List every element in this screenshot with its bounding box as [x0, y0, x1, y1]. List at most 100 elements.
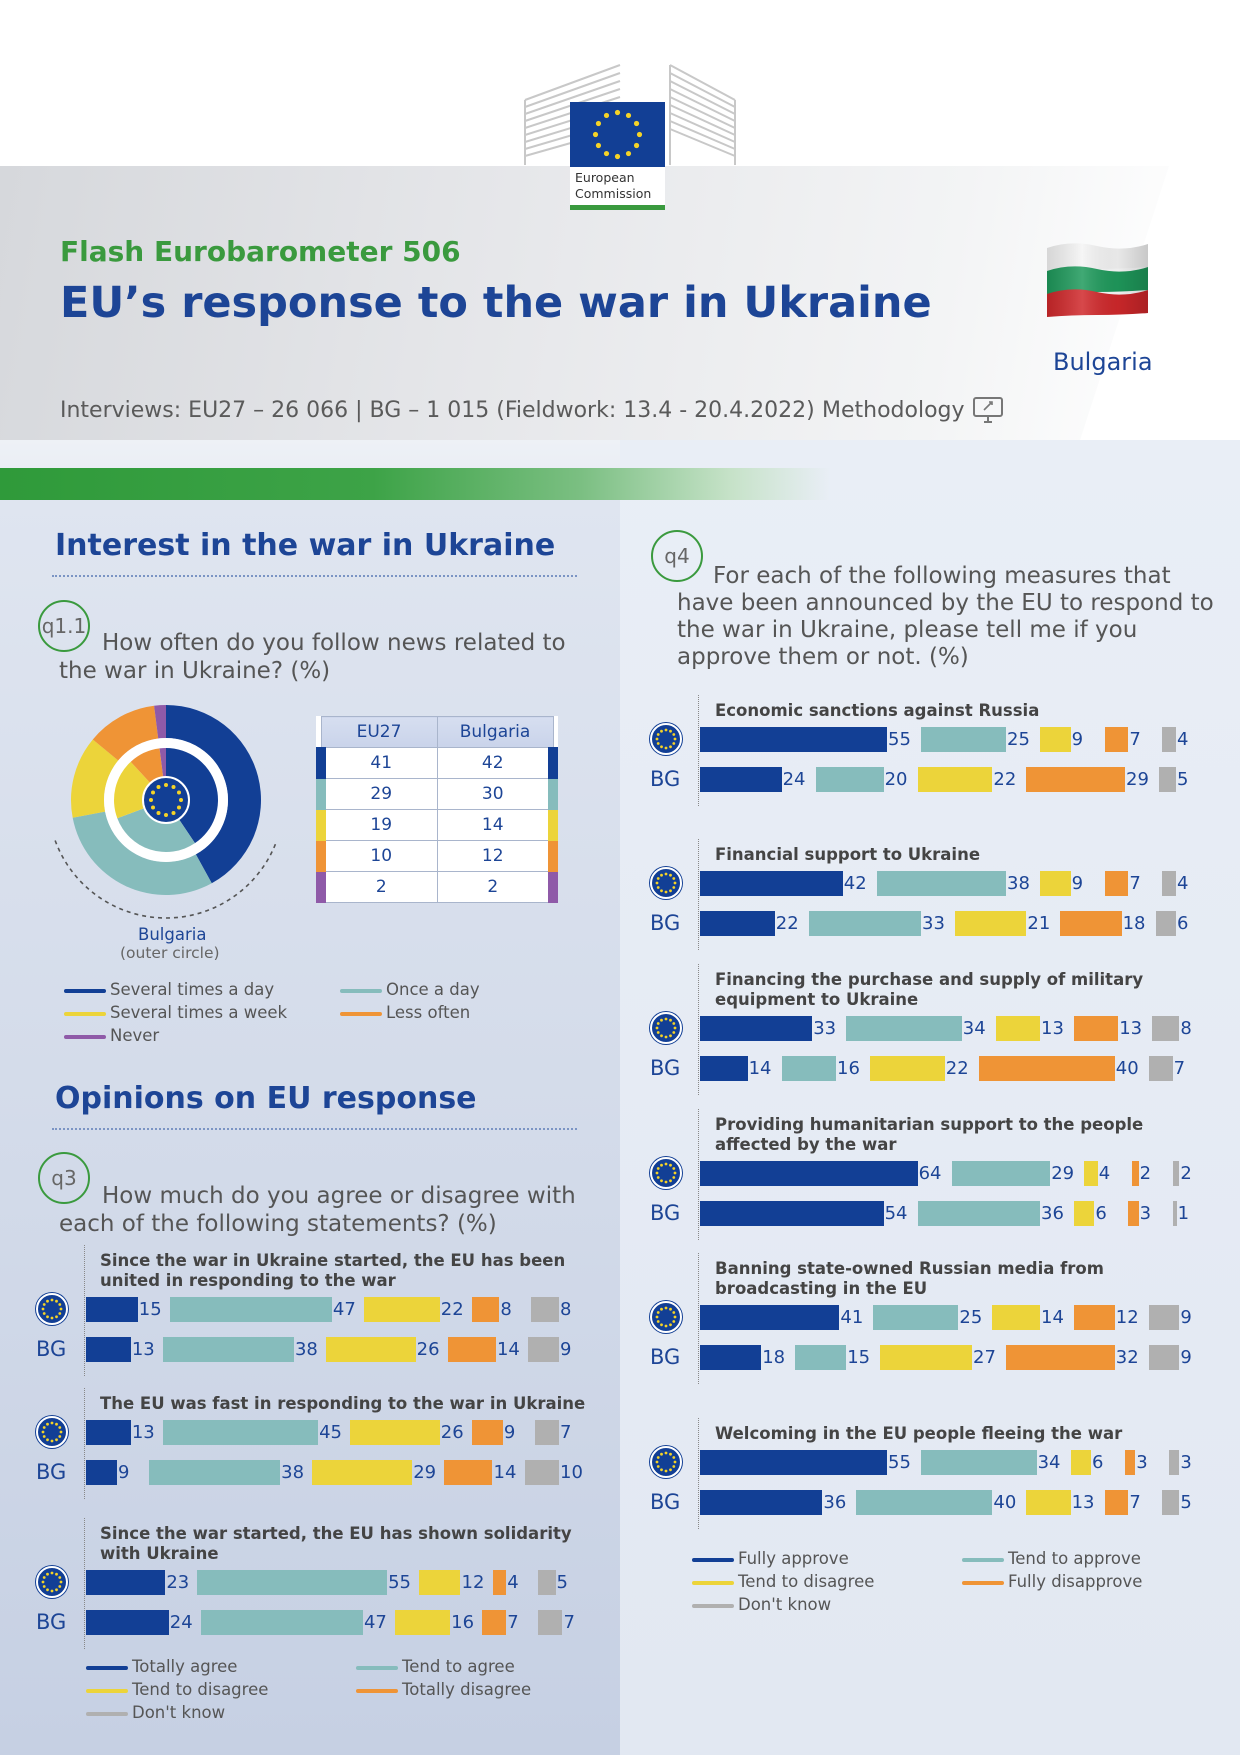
q4-item-6-eu-bar-tend-to-approve [921, 1450, 1037, 1475]
q3-item-3-bg-bar-don-t-know [538, 1610, 563, 1635]
q4-legend-swatch-fully-approve [692, 1558, 734, 1562]
q1-legend-label-never: Never [110, 1026, 160, 1045]
q4-item-4-label: Providing humanitarian support to the pe… [715, 1115, 1144, 1134]
ec-logo-box: European Commission [570, 102, 665, 210]
q3-item-1-label: Since the war in Ukraine started, the EU… [100, 1251, 566, 1270]
q4-item-2-bg-bar-tend-to-disagree [955, 911, 1027, 936]
q4-question-line4: approve them or not. (%) [677, 644, 969, 670]
q3-question-line2: each of the following statements? (%) [59, 1211, 497, 1237]
eu-flag-logo [570, 102, 665, 167]
q3-item-3-eu-value-totally-agree: 23 [166, 1572, 190, 1593]
q4-item-1-eu-value-tend-to-disagree: 9 [1071, 729, 1084, 750]
interviews-info: Interviews: EU27 – 26 066 | BG – 1 015 (… [60, 398, 815, 423]
computer-icon[interactable] [972, 396, 1004, 424]
q3-tag: q3 [38, 1152, 90, 1204]
table-row: 10 12 [316, 840, 558, 872]
q4-item-5-eu-bar-tend-to-approve [873, 1305, 959, 1330]
table-cell-eu27-never: 2 [316, 871, 438, 903]
right-panel [620, 440, 1240, 1755]
table-row: 19 14 [316, 809, 558, 841]
q3-item-1-eu-bar-totally-agree [86, 1297, 138, 1322]
q4-legend-label-don-t-know: Don't know [738, 1595, 832, 1614]
donut-outer-slice-less-often [92, 705, 159, 761]
q1-legend-swatch-once-a-day [340, 989, 382, 993]
q4-item-3-eu-value-don-t-know: 8 [1180, 1018, 1192, 1039]
q4-legend-swatch-fully-disapprove [962, 1581, 1004, 1585]
methodology-link[interactable]: Methodology [822, 398, 965, 423]
table-cell-bulgaria-never: 2 [436, 871, 558, 903]
q4-item-3-eu-value-fully-approve: 33 [813, 1018, 837, 1039]
donut-inner-slice-once-a-day [117, 800, 195, 852]
q4-item-6-eu-bar-don-t-know [1169, 1450, 1180, 1475]
q4-item-3-eu-bar-fully-approve [700, 1016, 813, 1041]
q4-item-4-bg-bar-don-t-know [1172, 1201, 1177, 1226]
q4-item-4-eu-bar-don-t-know [1172, 1161, 1180, 1186]
q4-item-3-bg-bar-fully-approve [700, 1056, 748, 1081]
q3-item-2-eu-value-don-t-know: 7 [560, 1422, 572, 1443]
q4-item-3-bg-value-fully-disapprove: 40 [1115, 1058, 1139, 1079]
q3-item-2-bg-value-tend-to-disagree: 29 [413, 1462, 437, 1483]
q4-item-5-eu-bar-fully-disapprove [1074, 1305, 1115, 1330]
q3-item-2-eu-value-tend-to-disagree: 26 [440, 1422, 464, 1443]
q1-donut-chart [54, 705, 278, 919]
bg-label: BG [36, 1337, 67, 1361]
bg-label: BG [36, 1610, 67, 1634]
q4-item-5-axis [698, 1253, 699, 1384]
q4-item-6-bg-value-fully-approve: 36 [823, 1492, 847, 1513]
logo-line1: European [575, 170, 635, 185]
q3-legend-swatch-totally-disagree [356, 1689, 398, 1693]
q4-item-3-axis [698, 964, 699, 1095]
table-row: 41 42 [316, 747, 558, 779]
q4-item-3-label: Financing the purchase and supply of mil… [715, 970, 1144, 989]
q3-item-3-bg-bar-totally-agree [86, 1610, 169, 1635]
q3-item-1-bg-bar-totally-agree [86, 1337, 131, 1362]
eu-star [179, 798, 183, 802]
q3-item-2-axis [84, 1388, 85, 1499]
q4-item-2-eu-bar-fully-disapprove [1104, 871, 1129, 896]
q4-item-3-label: equipment to Ukraine [715, 990, 919, 1009]
q4-item-4-eu-value-don-t-know: 2 [1180, 1163, 1192, 1184]
eu-star [164, 783, 168, 787]
q4-item-2-bg-bar-fully-approve [700, 911, 775, 936]
q4-item-3-bg-value-fully-approve: 14 [748, 1058, 772, 1079]
q4-item-3-eu-value-tend-to-approve: 34 [962, 1018, 986, 1039]
eu-star [171, 810, 176, 815]
q3-item-3-eu-value-tend-to-agree: 55 [388, 1572, 411, 1593]
eu-star [156, 785, 161, 790]
q3-item-3-bg-bar-tend-to-agree [200, 1610, 363, 1635]
table-header-eu27: EU27 [320, 716, 438, 748]
q3-item-3-eu-bar-tend-to-disagree [419, 1570, 461, 1595]
q4-item-3-bg-value-tend-to-approve: 16 [837, 1058, 860, 1079]
q4-question-line2: have been announced by the EU to respond… [677, 590, 1214, 616]
q4-item-4-eu-bar-fully-disapprove [1131, 1161, 1139, 1186]
q4-item-4-eu-bar-tend-to-approve [951, 1161, 1051, 1186]
q4-item-5-bg-value-tend-to-approve: 15 [847, 1347, 871, 1368]
q4-item-1-bg-value-tend-to-disagree: 22 [993, 769, 1017, 790]
q4-item-1-bg-bar-tend-to-approve [815, 767, 884, 792]
q4-item-6-bg-bar-tend-to-disagree [1026, 1490, 1071, 1515]
q4-item-4-bg-bar-tend-to-disagree [1074, 1201, 1095, 1226]
eu-star [176, 805, 181, 810]
eu-star [156, 810, 161, 815]
donut-caption-sub: (outer circle) [120, 944, 220, 962]
q3-item-3-axis [84, 1518, 85, 1649]
table-cell-eu27-once-a-day: 29 [316, 778, 438, 810]
q4-item-5-eu-value-don-t-know: 9 [1180, 1307, 1192, 1328]
q3-item-3-bg-value-tend-to-disagree: 16 [451, 1612, 475, 1633]
q4-item-5-bg-value-don-t-know: 9 [1180, 1347, 1192, 1368]
q4-item-2-eu-value-don-t-know: 4 [1177, 873, 1189, 894]
q3-item-2-eu-bar-tend-to-agree [162, 1420, 319, 1445]
interest-divider [52, 575, 577, 577]
eu-flag-icon [36, 1416, 68, 1448]
q3-item-1-eu-bar-totally-disagree [471, 1297, 500, 1322]
donut-outer-slice-never [154, 705, 166, 739]
q4-item-6-eu-value-don-t-know: 3 [1180, 1452, 1192, 1473]
q3-legend-label-totally-agree: Totally agree [132, 1657, 238, 1676]
q4-item-4-axis [698, 1109, 699, 1240]
q4-item-1-eu-bar-tend-to-disagree [1040, 727, 1071, 752]
q4-item-6-eu-value-tend-to-disagree: 6 [1092, 1452, 1104, 1473]
bg-label: BG [36, 1460, 67, 1484]
q4-legend-swatch-tend-to-approve [962, 1558, 1004, 1562]
q3-item-1-bg-value-don-t-know: 9 [560, 1339, 572, 1360]
q4-item-4-eu-value-fully-disapprove: 2 [1139, 1163, 1152, 1184]
